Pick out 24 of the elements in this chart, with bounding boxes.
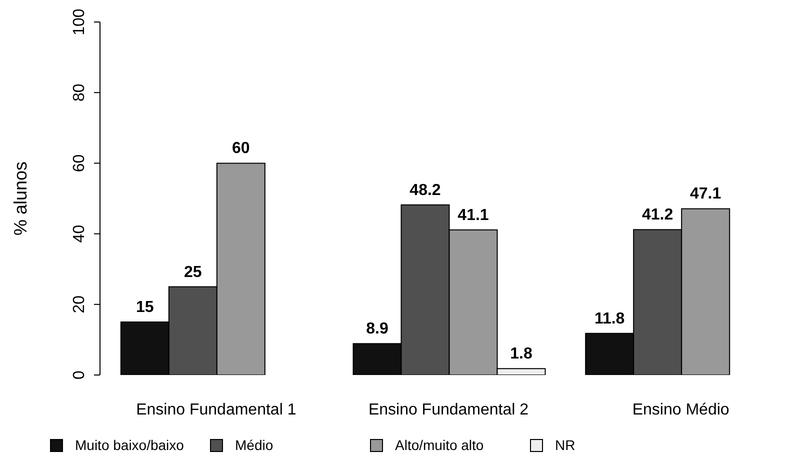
y-tick-label: 80: [71, 84, 88, 102]
legend-label: Médio: [235, 437, 274, 453]
y-tick-label: 100: [71, 8, 88, 36]
y-tick-label: 60: [71, 154, 88, 172]
data-label: 41.1: [458, 206, 489, 224]
y-tick-label: 20: [71, 295, 88, 314]
y-tick-label: 40: [71, 224, 88, 243]
legend-label: Muito baixo/baixo: [75, 437, 184, 453]
y-tick-label: 0: [71, 370, 88, 380]
data-label: 48.2: [410, 182, 441, 199]
x-tick-label: Ensino Fundamental 2: [368, 401, 529, 418]
data-label: 8.9: [366, 320, 388, 338]
y-axis-title: % alunos: [10, 161, 30, 236]
data-label: 25: [184, 264, 202, 281]
data-label: 1.8: [510, 346, 532, 363]
legend-label: Alto/muito alto: [395, 437, 484, 453]
data-label: 11.8: [594, 310, 625, 328]
x-tick-label: Ensino Fundamental 1: [136, 401, 296, 418]
data-label: 47.1: [690, 186, 722, 203]
data-label: 41.2: [642, 206, 674, 224]
x-tick-label: Ensino Médio: [632, 401, 730, 418]
data-label: 60: [232, 140, 250, 158]
legend-label: NR: [555, 437, 576, 453]
data-label: 15: [136, 299, 154, 316]
